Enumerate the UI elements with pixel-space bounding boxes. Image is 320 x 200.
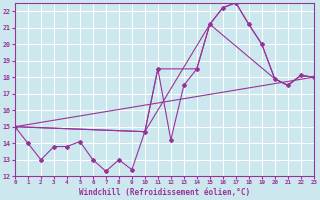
X-axis label: Windchill (Refroidissement éolien,°C): Windchill (Refroidissement éolien,°C) [79,188,250,197]
